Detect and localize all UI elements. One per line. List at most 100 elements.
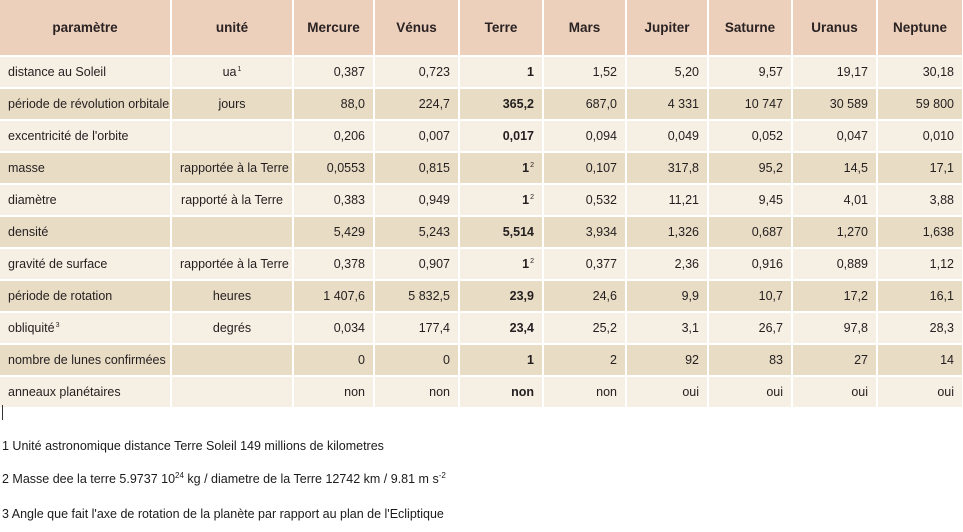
cell-value: 5,514 [502, 225, 534, 239]
cell-terre: 12 [459, 248, 544, 281]
table-row: gravité de surface rapportée à la Terre 0,… [0, 248, 963, 281]
row-unit [171, 344, 294, 377]
header-unite: unité [171, 0, 294, 57]
cell-neptune: 17,1 [877, 152, 963, 185]
table-row: masse rapportée à la Terre 0,0553 0,815 12 0,… [0, 152, 963, 185]
row-unit: jours [171, 88, 294, 121]
row-label: gravité de surface [0, 248, 172, 281]
footnote-2-exponent-gravity: -2 [438, 470, 446, 480]
cell-value: 4 331 [667, 97, 699, 111]
cell-value: 0,815 [418, 161, 450, 175]
cell-value: 0,206 [333, 129, 365, 143]
table-row: période de rotation heures 1 407,6 5 832,5 2… [0, 280, 963, 313]
row-label-text: période de rotation [8, 289, 113, 303]
row-unit-footnote-mark: 1 [237, 66, 242, 73]
cell-venus: 0,815 [374, 152, 460, 185]
cell-value: non [344, 385, 365, 399]
cell-mars: 24,6 [543, 280, 627, 313]
cell-value: 0,907 [418, 257, 450, 271]
cell-value: 0,107 [585, 161, 617, 175]
row-label: diamètre [0, 184, 172, 217]
cell-neptune: oui [877, 376, 963, 409]
cell-value: oui [682, 385, 699, 399]
row-label-text: distance au Soleil [8, 65, 106, 79]
cell-value: 10,7 [758, 289, 783, 303]
cell-venus: 0,007 [374, 120, 460, 153]
cell-mercure: 1 407,6 [293, 280, 375, 313]
cell-uranus: 97,8 [792, 312, 878, 345]
cell-value: non [429, 385, 450, 399]
header-uranus: Uranus [792, 0, 878, 57]
cell-venus: 0,723 [374, 56, 460, 89]
row-label: nombre de lunes confirmées [0, 344, 172, 377]
cell-value: 26,7 [758, 321, 783, 335]
cell-value: 25,2 [592, 321, 617, 335]
cell-terre: 0,017 [459, 120, 544, 153]
cell-value: 0,052 [751, 129, 783, 143]
cell-jupiter: 92 [626, 344, 709, 377]
cell-value: 9,57 [758, 65, 783, 79]
row-label-text: densité [8, 225, 49, 239]
cell-value: 17,1 [929, 161, 954, 175]
cell-saturne: 10,7 [708, 280, 793, 313]
cell-uranus: 0,889 [792, 248, 878, 281]
table-row: distance au Soleil ua1 0,387 0,723 1 1,52 5,20… [0, 56, 963, 89]
cell-value: 0,378 [333, 257, 365, 271]
cell-value: 365,2 [502, 97, 534, 111]
header-jupiter: Jupiter [626, 0, 709, 57]
row-label-text: période de révolution orbitale [8, 97, 170, 111]
row-label: excentricité de l'orbite [0, 120, 172, 153]
row-unit [171, 120, 294, 153]
cell-saturne: 26,7 [708, 312, 793, 345]
cell-value: 1,326 [667, 225, 699, 239]
cell-terre: 12 [459, 184, 544, 217]
footnote-2-text-a: 2 Masse dee la terre 5.9737 10 [2, 472, 176, 486]
cell-value: 3,934 [585, 225, 617, 239]
cell-footnote-mark: 2 [530, 162, 534, 169]
cell-value: 9,45 [758, 193, 783, 207]
cell-value: 0,017 [502, 129, 534, 143]
cell-value: 3,1 [681, 321, 699, 335]
cell-value: 1,638 [922, 225, 954, 239]
cell-value: 23,9 [509, 289, 534, 303]
cell-value: 27 [854, 353, 868, 367]
cell-value: non [511, 385, 534, 399]
cell-neptune: 14 [877, 344, 963, 377]
cell-mercure: 0,0553 [293, 152, 375, 185]
cell-uranus: 1,270 [792, 216, 878, 249]
cell-value: 687,0 [585, 97, 617, 111]
cell-mars: 0,107 [543, 152, 627, 185]
cell-value: 59 800 [915, 97, 954, 111]
cell-footnote-mark: 2 [530, 258, 534, 265]
header-terre: Terre [459, 0, 544, 57]
cell-value: 0 [443, 353, 450, 367]
cell-value: 17,2 [843, 289, 868, 303]
cell-value: 1 [522, 161, 530, 175]
header-parametre: paramètre [0, 0, 172, 57]
cell-saturne: 83 [708, 344, 793, 377]
footnote-3: 3 Angle que fait l'axe de rotation de la… [2, 507, 444, 521]
cell-value: 1 [527, 65, 534, 79]
cell-neptune: 1,12 [877, 248, 963, 281]
cell-value: 5,243 [418, 225, 450, 239]
row-label-footnote-mark: 3 [55, 322, 60, 329]
cell-neptune: 59 800 [877, 88, 963, 121]
cell-neptune: 3,88 [877, 184, 963, 217]
cell-mercure: 0,387 [293, 56, 375, 89]
cell-mercure: 0,383 [293, 184, 375, 217]
cell-saturne: 0,052 [708, 120, 793, 153]
row-unit-text: ua [222, 65, 237, 79]
cell-venus: 0,907 [374, 248, 460, 281]
cell-value: 97,8 [843, 321, 868, 335]
cell-value: 0,034 [333, 321, 365, 335]
table-row: diamètre rapporté à la Terre 0,383 0,949 12 0… [0, 184, 963, 217]
row-unit-text: degrés [212, 321, 252, 335]
cell-value: 14 [940, 353, 954, 367]
cell-value: 5,20 [674, 65, 699, 79]
footnote-2-exponent-mass: 24 [175, 470, 184, 480]
row-unit: heures [171, 280, 294, 313]
cell-terre: 1 [459, 344, 544, 377]
row-unit: ua1 [171, 56, 294, 89]
cell-uranus: 27 [792, 344, 878, 377]
footnote-2-text-b: kg / diametre de la Terre 12742 km / 9.8… [183, 472, 439, 486]
